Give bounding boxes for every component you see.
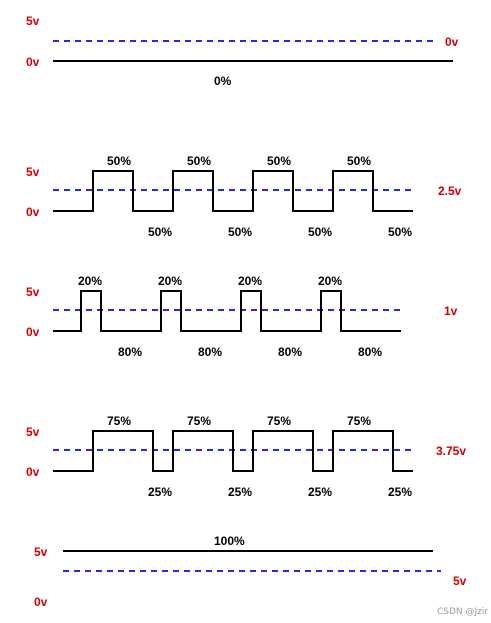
low-duty-label: 50% xyxy=(388,225,412,239)
low-duty-label: 80% xyxy=(198,345,222,359)
pwm-signal xyxy=(53,170,413,212)
panel-duty-20: 5v 0v 1v 20% 20% 20% 20% 80% 80% 80% 80% xyxy=(26,274,458,359)
high-duty-label: 20% xyxy=(78,274,102,288)
high-duty-label: 50% xyxy=(107,154,131,168)
high-duty-label: 50% xyxy=(347,154,371,168)
low-voltage-label: 0v xyxy=(26,205,40,219)
high-duty-label: 75% xyxy=(347,414,371,428)
panel-duty-100: 5v 0v 100% 5v xyxy=(34,534,467,609)
high-duty-label: 20% xyxy=(238,274,262,288)
high-duty-label: 20% xyxy=(158,274,182,288)
low-duty-label: 25% xyxy=(228,485,252,499)
low-duty-label: 80% xyxy=(118,345,142,359)
average-voltage-label: 5v xyxy=(453,574,467,588)
high-voltage-label: 5v xyxy=(26,425,40,439)
average-voltage-label: 1v xyxy=(444,304,458,318)
panel-duty-50: 5v 0v 2.5v 50% 50% 50% 50% 50% 50% 50% 5… xyxy=(26,154,462,239)
high-voltage-label: 5v xyxy=(26,14,40,28)
low-duty-label: 50% xyxy=(308,225,332,239)
watermark: CSDN @Jzir xyxy=(437,607,488,617)
high-duty-label: 75% xyxy=(267,414,291,428)
low-duty-label: 50% xyxy=(228,225,252,239)
high-duty-label: 50% xyxy=(267,154,291,168)
high-duty-label: 20% xyxy=(318,274,342,288)
duty-label: 100% xyxy=(214,534,245,548)
panel-duty-0: 5v 0v 0v 0% xyxy=(26,14,459,88)
average-voltage-label: 0v xyxy=(445,35,459,49)
high-voltage-label: 5v xyxy=(26,285,40,299)
pwm-signal xyxy=(53,290,401,332)
high-duty-label: 50% xyxy=(187,154,211,168)
low-duty-label: 80% xyxy=(358,345,382,359)
low-voltage-label: 0v xyxy=(34,595,48,609)
average-voltage-label: 3.75v xyxy=(436,444,466,458)
high-duty-label: 75% xyxy=(187,414,211,428)
pwm-signal xyxy=(53,430,413,472)
low-voltage-label: 0v xyxy=(26,325,40,339)
low-duty-label: 25% xyxy=(148,485,172,499)
high-voltage-label: 5v xyxy=(26,165,40,179)
high-voltage-label: 5v xyxy=(34,545,48,559)
low-duty-label: 25% xyxy=(308,485,332,499)
low-duty-label: 80% xyxy=(278,345,302,359)
low-duty-label: 50% xyxy=(148,225,172,239)
average-voltage-label: 2.5v xyxy=(438,184,462,198)
low-duty-label: 25% xyxy=(388,485,412,499)
high-duty-label: 75% xyxy=(107,414,131,428)
panel-duty-75: 5v 0v 3.75v 75% 75% 75% 75% 25% 25% 25% … xyxy=(26,414,466,499)
low-voltage-label: 0v xyxy=(26,465,40,479)
duty-label: 0% xyxy=(214,74,232,88)
low-voltage-label: 0v xyxy=(26,55,40,69)
